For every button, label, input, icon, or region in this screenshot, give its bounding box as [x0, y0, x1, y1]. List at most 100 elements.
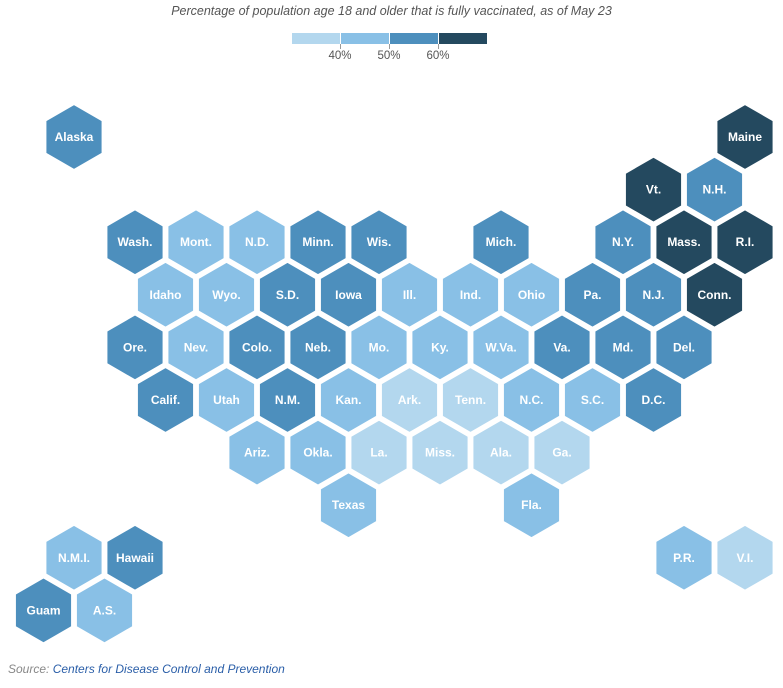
state-hex-shape [44, 102, 104, 172]
state-hex-d-c[interactable]: D.C. [623, 365, 684, 435]
state-hex-shape [715, 102, 775, 172]
state-label: Mo. [369, 340, 390, 354]
state-hex-wis[interactable]: Wis. [349, 208, 409, 277]
state-hex-a-s[interactable]: A.S. [74, 576, 135, 645]
state-hex-calif[interactable]: Calif. [135, 365, 196, 435]
state-label: Pa. [583, 288, 601, 302]
state-hex-del[interactable]: Del. [654, 313, 714, 382]
state-hex-wash[interactable]: Wash. [105, 208, 165, 277]
state-hex-shape [501, 365, 562, 435]
state-hex-wyo[interactable]: Wyo. [196, 260, 257, 329]
legend-label: 40% [328, 50, 352, 62]
state-hex-pa[interactable]: Pa. [562, 260, 623, 329]
state-hex-okla[interactable]: Okla. [288, 418, 348, 487]
state-hex-shape [166, 313, 226, 382]
source-prefix: Source: [8, 662, 53, 676]
state-hex-n-m-i[interactable]: N.M.I. [44, 523, 104, 592]
state-hex-conn[interactable]: Conn. [684, 260, 745, 329]
state-hex-s-c[interactable]: S.C. [562, 365, 623, 435]
state-hex-iowa[interactable]: Iowa [318, 260, 379, 329]
state-hex-mont[interactable]: Mont. [166, 208, 226, 277]
state-hex-la[interactable]: La. [349, 418, 409, 487]
state-hex-ariz[interactable]: Ariz. [227, 418, 287, 487]
state-hex-ind[interactable]: Ind. [440, 260, 501, 329]
state-hex-shape [532, 313, 592, 382]
state-hex-texas[interactable]: Texas [318, 471, 379, 540]
source-note: Source: Centers for Disease Control and … [8, 662, 285, 676]
state-hex-s-d[interactable]: S.D. [257, 260, 318, 329]
state-hex-shape [562, 365, 623, 435]
state-hex-hawaii[interactable]: Hawaii [105, 523, 165, 592]
state-hex-mich[interactable]: Mich. [471, 208, 531, 277]
state-hex-ark[interactable]: Ark. [379, 365, 440, 435]
state-hex-fla[interactable]: Fla. [501, 471, 562, 540]
state-hex-v-i[interactable]: V.I. [715, 523, 775, 592]
state-hex-miss[interactable]: Miss. [410, 418, 470, 487]
state-label: Iowa [335, 288, 362, 302]
state-hex-shape [623, 365, 684, 435]
state-hex-n-d[interactable]: N.D. [227, 208, 287, 277]
state-hex-shape [349, 313, 409, 382]
state-hex-md[interactable]: Md. [593, 313, 653, 382]
state-hex-shape [654, 523, 714, 592]
legend-swatch [390, 33, 438, 44]
state-label: Ark. [398, 393, 421, 407]
state-hex-shape [196, 260, 257, 329]
state-hex-kan[interactable]: Kan. [318, 365, 379, 435]
state-hex-ill[interactable]: Ill. [379, 260, 440, 329]
state-hex-n-m[interactable]: N.M. [257, 365, 318, 435]
state-label: Ill. [403, 288, 416, 302]
state-label: N.Y. [612, 235, 634, 249]
state-hex-utah[interactable]: Utah [196, 365, 257, 435]
state-hex-shape [379, 365, 440, 435]
state-label: Ohio [518, 288, 545, 302]
state-label: Md. [613, 340, 634, 354]
state-hex-shape [410, 418, 470, 487]
state-hex-shape [318, 260, 379, 329]
state-hex-p-r[interactable]: P.R. [654, 523, 714, 592]
state-hex-neb[interactable]: Neb. [288, 313, 348, 382]
state-hex-ky[interactable]: Ky. [410, 313, 470, 382]
state-hex-shape [410, 313, 470, 382]
source-link[interactable]: Centers for Disease Control and Preventi… [52, 662, 285, 676]
state-hex-w-va[interactable]: W.Va. [471, 313, 531, 382]
state-hex-ore[interactable]: Ore. [105, 313, 165, 382]
state-label: N.D. [245, 235, 269, 249]
state-label: Okla. [303, 446, 332, 460]
legend-swatch [341, 33, 389, 44]
state-hex-alaska[interactable]: Alaska [44, 102, 104, 172]
state-hex-ohio[interactable]: Ohio [501, 260, 562, 329]
state-hex-shape [379, 260, 440, 329]
state-hex-mo[interactable]: Mo. [349, 313, 409, 382]
state-label: Hawaii [116, 551, 154, 565]
state-hex-colo[interactable]: Colo. [227, 313, 287, 382]
state-hex-shape [257, 365, 318, 435]
state-hex-shape [562, 260, 623, 329]
state-label: Conn. [698, 288, 732, 302]
state-hex-n-y[interactable]: N.Y. [593, 208, 653, 277]
state-label: Tenn. [455, 393, 486, 407]
state-hex-n-h[interactable]: N.H. [684, 155, 745, 224]
state-label: Wash. [118, 235, 153, 249]
state-hex-nev[interactable]: Nev. [166, 313, 226, 382]
state-hex-shape [471, 418, 531, 487]
state-hex-maine[interactable]: Maine [715, 102, 775, 172]
state-hex-tenn[interactable]: Tenn. [440, 365, 501, 435]
state-hex-shape [166, 208, 226, 277]
state-hex-guam[interactable]: Guam [13, 576, 74, 645]
state-hex-n-j[interactable]: N.J. [623, 260, 684, 329]
state-hex-n-c[interactable]: N.C. [501, 365, 562, 435]
legend-tick [438, 44, 439, 49]
state-hex-ala[interactable]: Ala. [471, 418, 531, 487]
state-hex-vt[interactable]: Vt. [623, 155, 684, 224]
state-hex-shape [593, 313, 653, 382]
state-hex-va[interactable]: Va. [532, 313, 592, 382]
state-label: Vt. [646, 183, 661, 197]
state-hex-minn[interactable]: Minn. [288, 208, 348, 277]
state-hex-mass[interactable]: Mass. [654, 208, 714, 277]
state-hex-r-i[interactable]: R.I. [715, 208, 775, 277]
state-hex-ga[interactable]: Ga. [532, 418, 592, 487]
state-label: Ore. [123, 340, 147, 354]
state-hex-idaho[interactable]: Idaho [135, 260, 196, 329]
